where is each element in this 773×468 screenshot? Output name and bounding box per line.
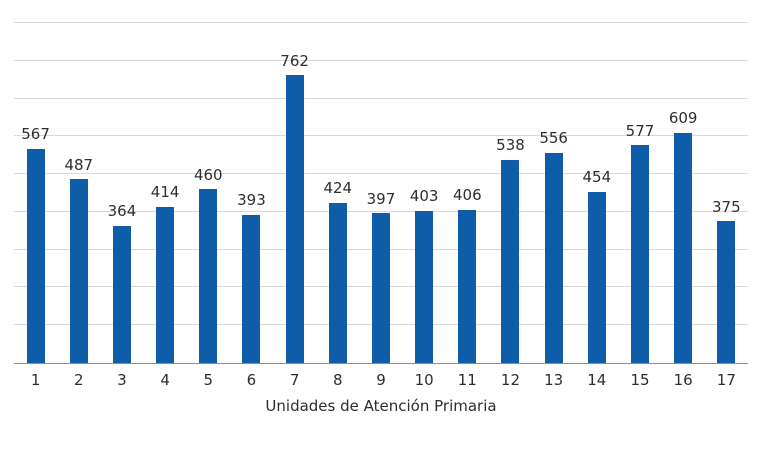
gridline-800: [14, 59, 748, 61]
bar-value-label: 424: [323, 179, 353, 198]
x-tick-label-16: 16: [673, 371, 693, 389]
bar-column-11: 406: [446, 23, 489, 363]
bar-17: [717, 221, 736, 363]
bar-1: [26, 148, 45, 363]
bar-column-4: 414: [144, 23, 187, 363]
bar-15: [630, 145, 649, 363]
x-tick-label-5: 5: [203, 371, 214, 389]
x-axis-ticks: 1 2 3 4 5 6 7 8 9 10 11 12 13 14 15 16 17: [14, 371, 748, 389]
x-tick-label-8: 8: [333, 371, 343, 389]
x-tick-label-6: 6: [246, 371, 257, 389]
bars-container: 567 487 364 414 460 393 762 424 397 403 406 538 556 4…: [14, 23, 748, 363]
bar-value-label: 577: [625, 121, 655, 140]
bar-13: [544, 152, 563, 363]
x-tick-label-15: 15: [630, 371, 650, 389]
bar-4: [156, 206, 175, 363]
gridline-400: [14, 210, 748, 212]
bar-column-15: 577: [618, 23, 661, 363]
bar-value-label: 567: [21, 125, 50, 144]
bar-2: [69, 179, 88, 363]
bar-column-10: 403: [403, 23, 446, 363]
bar-5: [199, 189, 218, 363]
bar-column-9: 397: [359, 23, 402, 363]
bar-9: [371, 213, 390, 363]
bar-11: [458, 209, 477, 363]
bar-6: [242, 214, 261, 363]
bar-column-2: 487: [57, 23, 100, 363]
bar-7: [285, 75, 304, 363]
gridline-600: [14, 135, 748, 137]
x-tick-label-11: 11: [457, 371, 477, 389]
bar-column-17: 375: [705, 23, 748, 363]
bar-10: [415, 210, 434, 363]
x-tick-label-9: 9: [376, 371, 386, 389]
x-tick-label-12: 12: [500, 371, 521, 389]
bar-column-13: 556: [532, 23, 575, 363]
bar-value-label: 454: [582, 168, 612, 186]
x-tick-label-14: 14: [587, 371, 607, 389]
bar-column-14: 454: [575, 23, 618, 363]
bar-column-16: 609: [662, 23, 705, 363]
bar-value-label: 556: [539, 129, 568, 148]
bar-3: [112, 225, 131, 363]
bar-column-1: 567: [14, 23, 57, 363]
gridline-700: [14, 97, 748, 99]
x-tick-label-13: 13: [544, 371, 564, 389]
bar-column-8: 424: [316, 23, 359, 363]
bar-value-label: 403: [409, 187, 439, 206]
bar-12: [501, 159, 520, 363]
bar-column-5: 460: [187, 23, 230, 363]
plot-area: 567 487 364 414 460 393 762 424 397 403 406 538 556 4…: [14, 22, 748, 364]
x-axis-title: Unidades de Atención Primaria: [265, 397, 497, 415]
x-tick-label-2: 2: [73, 371, 84, 389]
bar-column-3: 364: [100, 23, 143, 363]
bar-value-label: 364: [107, 202, 137, 220]
bar-column-6: 393: [230, 23, 273, 363]
bar-value-label: 538: [496, 136, 525, 155]
bar-value-label: 393: [237, 191, 266, 210]
bar-value-label: 397: [366, 189, 396, 208]
bar-14: [587, 191, 606, 363]
bar-value-label: 609: [668, 109, 698, 128]
bar-value-label: 414: [150, 183, 180, 202]
x-tick-label-17: 17: [716, 371, 736, 389]
bar-value-label: 375: [712, 197, 741, 216]
bar-column-12: 538: [489, 23, 532, 363]
bar-value-label: 487: [64, 155, 94, 174]
x-tick-label-4: 4: [160, 371, 170, 389]
bar-column-7: 762: [273, 23, 316, 363]
bar-value-label: 406: [452, 186, 482, 205]
x-axis-line: [14, 363, 748, 364]
bar-8: [328, 202, 347, 363]
x-tick-label-10: 10: [414, 371, 434, 389]
bar-value-label: 460: [193, 165, 223, 184]
x-tick-label-7: 7: [289, 371, 300, 389]
gridline-900: [14, 22, 748, 23]
gridline-500: [14, 173, 748, 175]
bar-value-label: 762: [280, 51, 309, 70]
x-tick-label-3: 3: [117, 371, 127, 389]
x-tick-label-1: 1: [30, 371, 41, 389]
bar-16: [674, 132, 693, 363]
